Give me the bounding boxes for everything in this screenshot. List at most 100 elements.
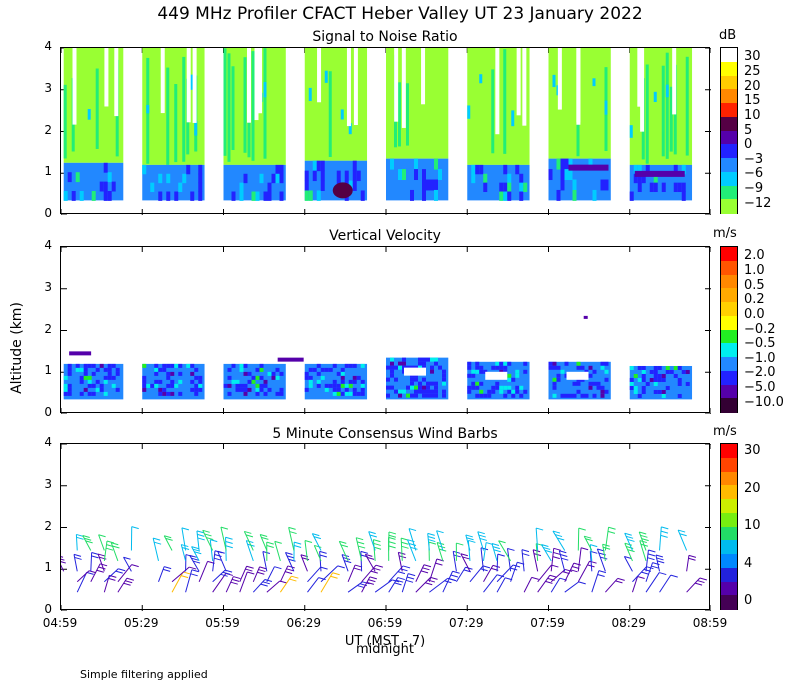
wind-barb-shaft [311,533,322,551]
wind-barb [491,543,501,562]
vv-cell [239,383,244,388]
vv-cell [511,377,516,382]
wind-barb-feather [641,538,649,542]
wind-barb-shaft [212,550,216,572]
vv-cell [348,363,353,368]
wind-barb-shaft [76,572,88,593]
vv-cell [495,381,500,386]
vv-cell [360,363,365,368]
wind-barb-feather [85,540,93,544]
wind-barb [61,556,66,572]
vv-cell [83,387,88,392]
vv-cell [190,387,195,392]
snr-cell [426,179,430,191]
wind-barb-feather [61,558,65,561]
vv-cell [471,385,476,390]
vv-cell [390,373,394,378]
wind-barb-feather [366,556,375,560]
wind-barb-shaft [90,563,101,583]
vv-cell [515,389,520,394]
y-tick-label: 1 [44,560,52,575]
wind-barb-feather [301,557,310,561]
vv-cell [410,385,414,390]
vv-cell [83,367,88,372]
wind-barb-feather [460,553,468,557]
vv-cell [316,383,321,388]
wind-barb-feather [627,549,635,553]
wind-barb-feather [266,541,274,545]
snr-gap [522,48,527,126]
vv-cell [103,367,108,372]
snr-cell [340,109,344,120]
snr-cell [471,173,476,184]
wind-barb [577,547,589,572]
snr-cell [194,120,198,136]
vv-cell [316,379,321,384]
wind-barb-feather [285,552,293,555]
colorbar-segment [721,357,737,372]
vv-cell [653,389,658,394]
y-tick-label: 2 [44,321,52,336]
wind-barb [480,547,489,572]
wind-barb-feather [401,537,409,541]
wind-barb-shaft [638,531,647,551]
vv-cell [442,389,446,394]
wind-barb [117,564,139,583]
vv-cell [158,379,163,384]
colorbar-segment [721,512,737,528]
snr-cell [634,170,685,177]
wind-barb-shaft [368,531,376,551]
wind-barb-feather [551,564,559,568]
wind-barb-feather [304,540,313,544]
wind-barb-feather [660,534,668,538]
vv-cell [552,385,557,390]
vv-cell [115,371,120,376]
wind-barb-feather [427,579,436,583]
vv-cell [198,375,203,380]
wind-barb-feather [578,581,586,585]
vv-cell [479,381,484,386]
vv-cell [390,361,394,366]
snr-cell [572,189,577,201]
wind-barbs [61,444,711,611]
wind-barb-feather [597,574,605,577]
wind-barb-feather [661,526,669,530]
wind-barb-feather [373,546,382,550]
wind-barb-feather [98,566,106,570]
wind-barb-shaft [76,570,90,583]
vv-cell [604,369,609,374]
vv-cell [653,369,658,374]
vv-cell [190,371,195,376]
colorbar-label: 4 [744,555,753,571]
vv-cell [386,385,390,390]
vv-cell [328,383,333,388]
vv-cell [227,383,232,388]
vv-cell [328,367,333,372]
colorbar-segment [721,485,737,500]
y-axis-label: Altitude (km) [9,302,25,394]
snr-cell [507,191,512,201]
vv-cell [255,375,260,380]
wind-barb-feather [394,582,402,586]
wind-barb-shaft [427,533,430,551]
vv-cell [316,363,321,368]
vv-cell [263,383,268,388]
vv-cell [235,379,240,384]
vv-cell [99,383,104,388]
vv-cell [398,393,402,398]
wind-barb-feather [197,537,205,541]
vv-cell [418,381,422,386]
wind-barb-feather [578,527,586,531]
vv-cell [523,369,528,374]
colorbar-label: −6 [744,166,764,182]
snr-cell [519,182,524,193]
wind-barb [347,564,363,582]
vv-cell [332,387,337,392]
vv-cell [507,385,512,390]
wind-barb-feather [396,579,404,583]
vv-cell [320,375,325,380]
wind-barb-feather [670,574,678,578]
wind-barb-shaft [477,531,484,551]
vv-cell [467,385,472,390]
wind-barb-feather [260,534,268,538]
